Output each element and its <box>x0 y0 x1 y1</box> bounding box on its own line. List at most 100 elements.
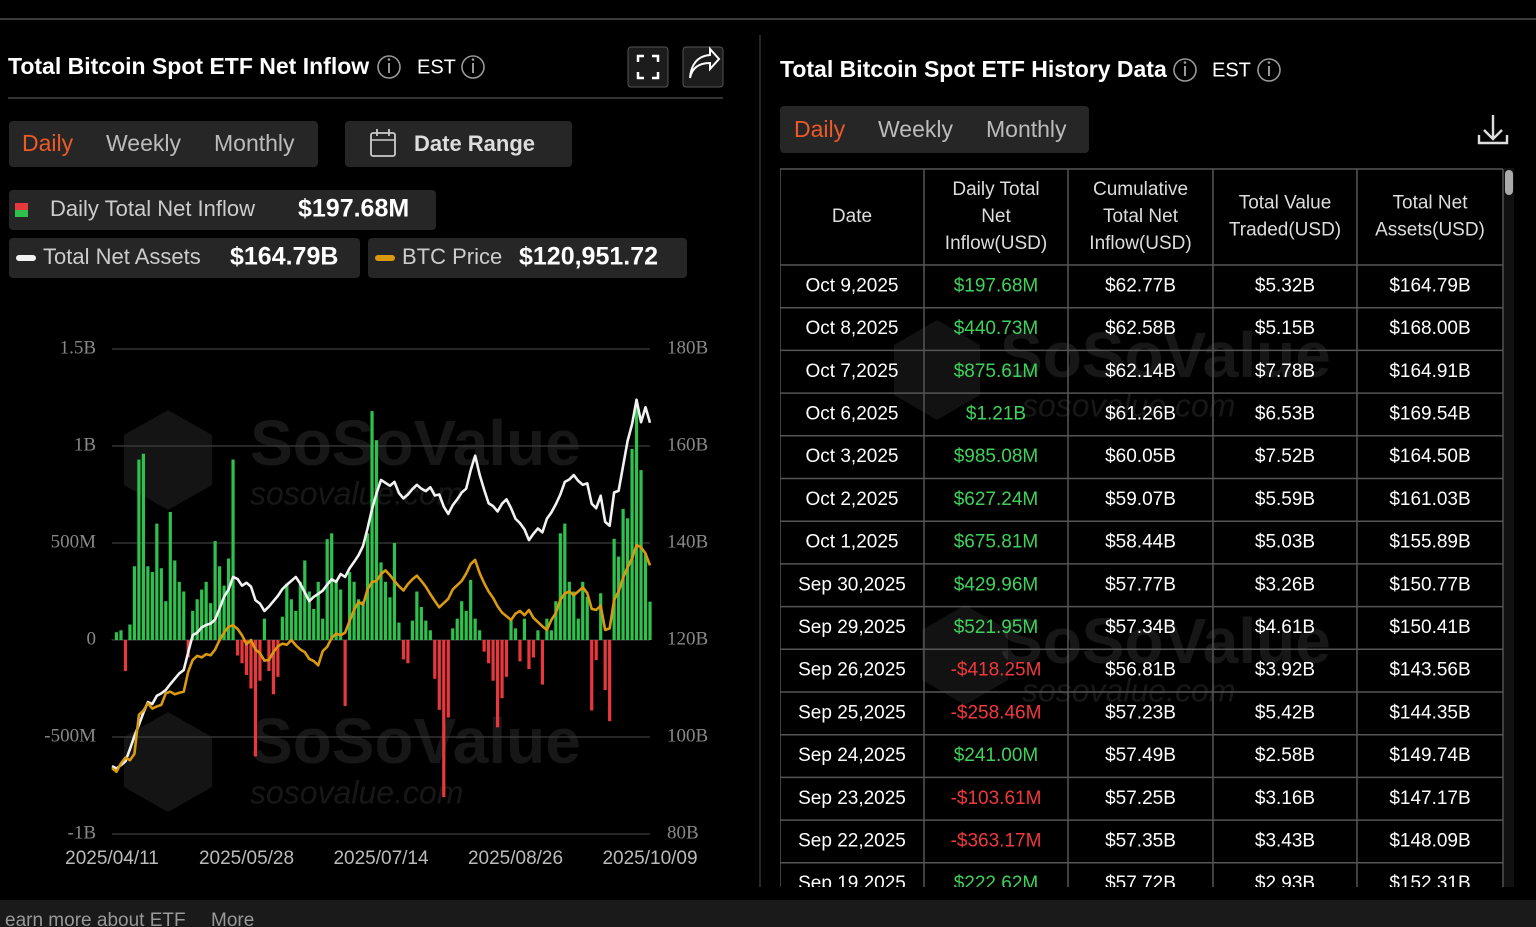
bar <box>392 543 397 640</box>
y2-tick-label: 140B <box>667 531 708 552</box>
table-cell: Oct 3,2025 <box>806 446 899 467</box>
bar <box>298 581 302 640</box>
bar <box>451 628 455 640</box>
bar <box>200 589 204 640</box>
table-cell: Oct 1,2025 <box>806 532 899 553</box>
bar <box>271 640 275 695</box>
table-cell: -$258.46M <box>951 702 1042 723</box>
bar <box>478 630 482 640</box>
legend-label[interactable]: Total Net Assets <box>43 244 201 269</box>
tab[interactable]: Weekly <box>878 116 953 142</box>
table-cell: $675.81M <box>954 532 1039 553</box>
table-cell: $5.42B <box>1255 702 1315 723</box>
bar <box>460 601 464 640</box>
bar <box>285 583 289 640</box>
bar <box>222 585 226 640</box>
bar <box>374 440 379 640</box>
y2-tick-label: 160B <box>667 434 708 455</box>
bar <box>585 596 589 640</box>
bar <box>464 610 468 640</box>
tab[interactable]: Daily <box>22 130 74 156</box>
scrollbar-thumb[interactable] <box>1505 170 1513 195</box>
table-cell: $5.32B <box>1255 275 1315 296</box>
legend-value: $197.68M <box>298 195 409 223</box>
bar <box>401 640 406 660</box>
bar <box>513 628 518 640</box>
table-cell: $164.91B <box>1389 361 1470 382</box>
bar <box>554 601 558 640</box>
y-tick-label: 1B <box>74 434 96 455</box>
table-cell: Oct 2,2025 <box>806 489 899 510</box>
info-icon[interactable] <box>461 55 485 79</box>
table-cell: Oct 6,2025 <box>806 403 899 424</box>
watermark-site: sosovalue.com <box>250 475 463 511</box>
watermark-brand: SoSoValue <box>1000 605 1331 677</box>
watermark: SoSoValue sosovalue.com SoSoValue sosova… <box>124 407 581 812</box>
table-cell: $57.77B <box>1105 574 1176 595</box>
date-range-button[interactable]: Date Range <box>345 121 572 167</box>
table-cell: $56.81B <box>1105 660 1176 681</box>
column-header: Inflow(USD) <box>945 233 1047 254</box>
bar <box>235 640 240 656</box>
bar <box>603 640 607 691</box>
legend-swatch <box>15 203 28 210</box>
column-header: Date <box>832 206 872 227</box>
info-icon[interactable] <box>1173 58 1197 82</box>
bar <box>249 640 253 689</box>
legend-swatch <box>15 210 28 217</box>
bar <box>150 572 154 640</box>
y-tick-label: 0 <box>87 628 97 649</box>
table-cell: $144.35B <box>1389 702 1470 723</box>
bar <box>164 601 168 640</box>
bar <box>424 620 428 640</box>
table-cell: $6.53B <box>1255 403 1315 424</box>
info-icon[interactable] <box>377 55 401 79</box>
legend-label[interactable]: Daily Total Net Inflow <box>50 196 255 221</box>
bar <box>209 603 213 640</box>
bar <box>433 640 437 679</box>
info-icon[interactable] <box>1257 58 1281 82</box>
table-cell: Sep 19,2025 <box>798 873 906 894</box>
tab[interactable]: Daily <box>794 116 846 142</box>
tab[interactable]: Monthly <box>986 116 1067 142</box>
bar <box>509 620 513 640</box>
bar <box>531 640 536 658</box>
tab[interactable]: Weekly <box>106 130 181 156</box>
fullscreen-button[interactable] <box>627 46 669 88</box>
bar <box>437 640 441 710</box>
bar <box>128 624 132 640</box>
table-cell: $143.56B <box>1389 660 1470 681</box>
bar <box>339 589 343 640</box>
table-cell: $4.61B <box>1255 617 1315 638</box>
table-cell: $169.54B <box>1389 403 1470 424</box>
bar <box>567 581 571 640</box>
bar <box>522 618 527 640</box>
table-cell: Oct 7,2025 <box>806 361 899 382</box>
table-cell: $2.58B <box>1255 745 1315 766</box>
table-cell: Oct 9,2025 <box>806 275 899 296</box>
y-tick-label: 1.5B <box>60 337 96 358</box>
table-cell: Sep 24,2025 <box>798 745 906 766</box>
download-button[interactable] <box>1477 115 1509 145</box>
table-cell: $241.00M <box>954 745 1039 766</box>
table-cell: $62.14B <box>1105 361 1176 382</box>
share-button[interactable] <box>682 46 724 88</box>
timezone[interactable]: EST <box>1212 59 1251 81</box>
footer-link[interactable]: More <box>211 910 254 927</box>
timezone[interactable]: EST <box>417 56 456 78</box>
watermark-site: sosovalue.com <box>1022 672 1235 708</box>
date-range-label[interactable]: Date Range <box>414 131 535 156</box>
bar <box>572 591 576 640</box>
legend-pill <box>9 238 360 278</box>
column-header: Net <box>981 206 1011 227</box>
y-tick-label: -500M <box>44 725 96 746</box>
legend-label[interactable]: BTC Price <box>402 244 502 269</box>
bar <box>487 640 491 664</box>
bar <box>379 562 383 640</box>
line <box>111 543 652 774</box>
table-cell: $57.34B <box>1105 617 1176 638</box>
tab[interactable]: Monthly <box>214 130 295 156</box>
column-header: Inflow(USD) <box>1089 233 1191 254</box>
table-cell: Sep 22,2025 <box>798 830 906 851</box>
